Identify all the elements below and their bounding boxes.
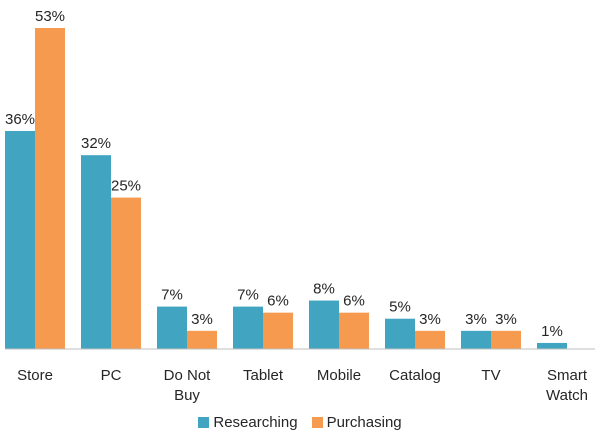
- data-label-researching-catalog: 5%: [389, 299, 411, 316]
- legend-item-purchasing: Purchasing: [311, 414, 402, 431]
- bars-layer: [5, 28, 567, 349]
- legend-label-researching: Researching: [213, 414, 298, 431]
- category-labels-layer: Store PC Do Not Buy Tablet Mobile Catalog TV Sma…: [17, 367, 588, 404]
- bar-researching-smart-watch: [537, 342, 567, 349]
- bar-purchasing-pc: [111, 197, 141, 349]
- bar-purchasing-tablet: [263, 312, 293, 349]
- data-label-researching-tv: 3%: [465, 311, 487, 328]
- legend-label-purchasing: Purchasing: [326, 414, 402, 431]
- data-label-purchasing-store: 53%: [35, 8, 65, 25]
- category-label-tv: TV: [481, 367, 500, 384]
- bar-purchasing-do-not-buy: [187, 330, 217, 349]
- bar-researching-store: [5, 130, 35, 349]
- bar-researching-tablet: [233, 306, 263, 349]
- category-label-catalog: Catalog: [389, 367, 441, 384]
- bar-chart: 36% 53% 32% 25% 7% 3% 7% 6% 8% 6% 5% 3% 3% 3% 1% Store…: [5, 8, 595, 404]
- data-label-researching-pc: 32%: [81, 135, 111, 152]
- bar-purchasing-store: [35, 28, 65, 349]
- legend: Researching Purchasing: [0, 414, 600, 431]
- category-label-smart-watch: Smart Watch: [546, 367, 588, 404]
- data-label-researching-do-not-buy: 7%: [161, 287, 183, 304]
- bar-researching-catalog: [385, 318, 415, 349]
- category-label-do-not-buy: Do Not Buy: [164, 367, 212, 404]
- category-label-store: Store: [17, 367, 53, 384]
- data-label-researching-mobile: 8%: [313, 281, 335, 298]
- bar-researching-do-not-buy: [157, 306, 187, 349]
- bar-researching-mobile: [309, 300, 339, 349]
- data-label-researching-tablet: 7%: [237, 287, 259, 304]
- bar-purchasing-tv: [491, 330, 521, 349]
- category-label-pc: PC: [101, 367, 122, 384]
- data-labels-layer: 36% 53% 32% 25% 7% 3% 7% 6% 8% 6% 5% 3% 3% 3% 1%: [5, 8, 563, 340]
- data-label-purchasing-tablet: 6%: [267, 293, 289, 310]
- bar-purchasing-mobile: [339, 312, 369, 349]
- category-label-tablet: Tablet: [243, 367, 284, 384]
- data-label-purchasing-pc: 25%: [111, 178, 141, 195]
- legend-swatch-researching: [198, 417, 210, 428]
- category-label-mobile: Mobile: [317, 367, 361, 384]
- data-label-purchasing-mobile: 6%: [343, 293, 365, 310]
- bar-purchasing-catalog: [415, 330, 445, 349]
- data-label-purchasing-tv: 3%: [495, 311, 517, 328]
- bar-researching-tv: [461, 330, 491, 349]
- legend-swatch-purchasing: [311, 417, 323, 428]
- data-label-purchasing-do-not-buy: 3%: [191, 311, 213, 328]
- data-label-researching-store: 36%: [5, 111, 35, 128]
- legend-item-researching: Researching: [198, 414, 298, 431]
- data-label-purchasing-catalog: 3%: [419, 311, 441, 328]
- data-label-researching-smart-watch: 1%: [541, 323, 563, 340]
- bar-researching-pc: [81, 155, 111, 349]
